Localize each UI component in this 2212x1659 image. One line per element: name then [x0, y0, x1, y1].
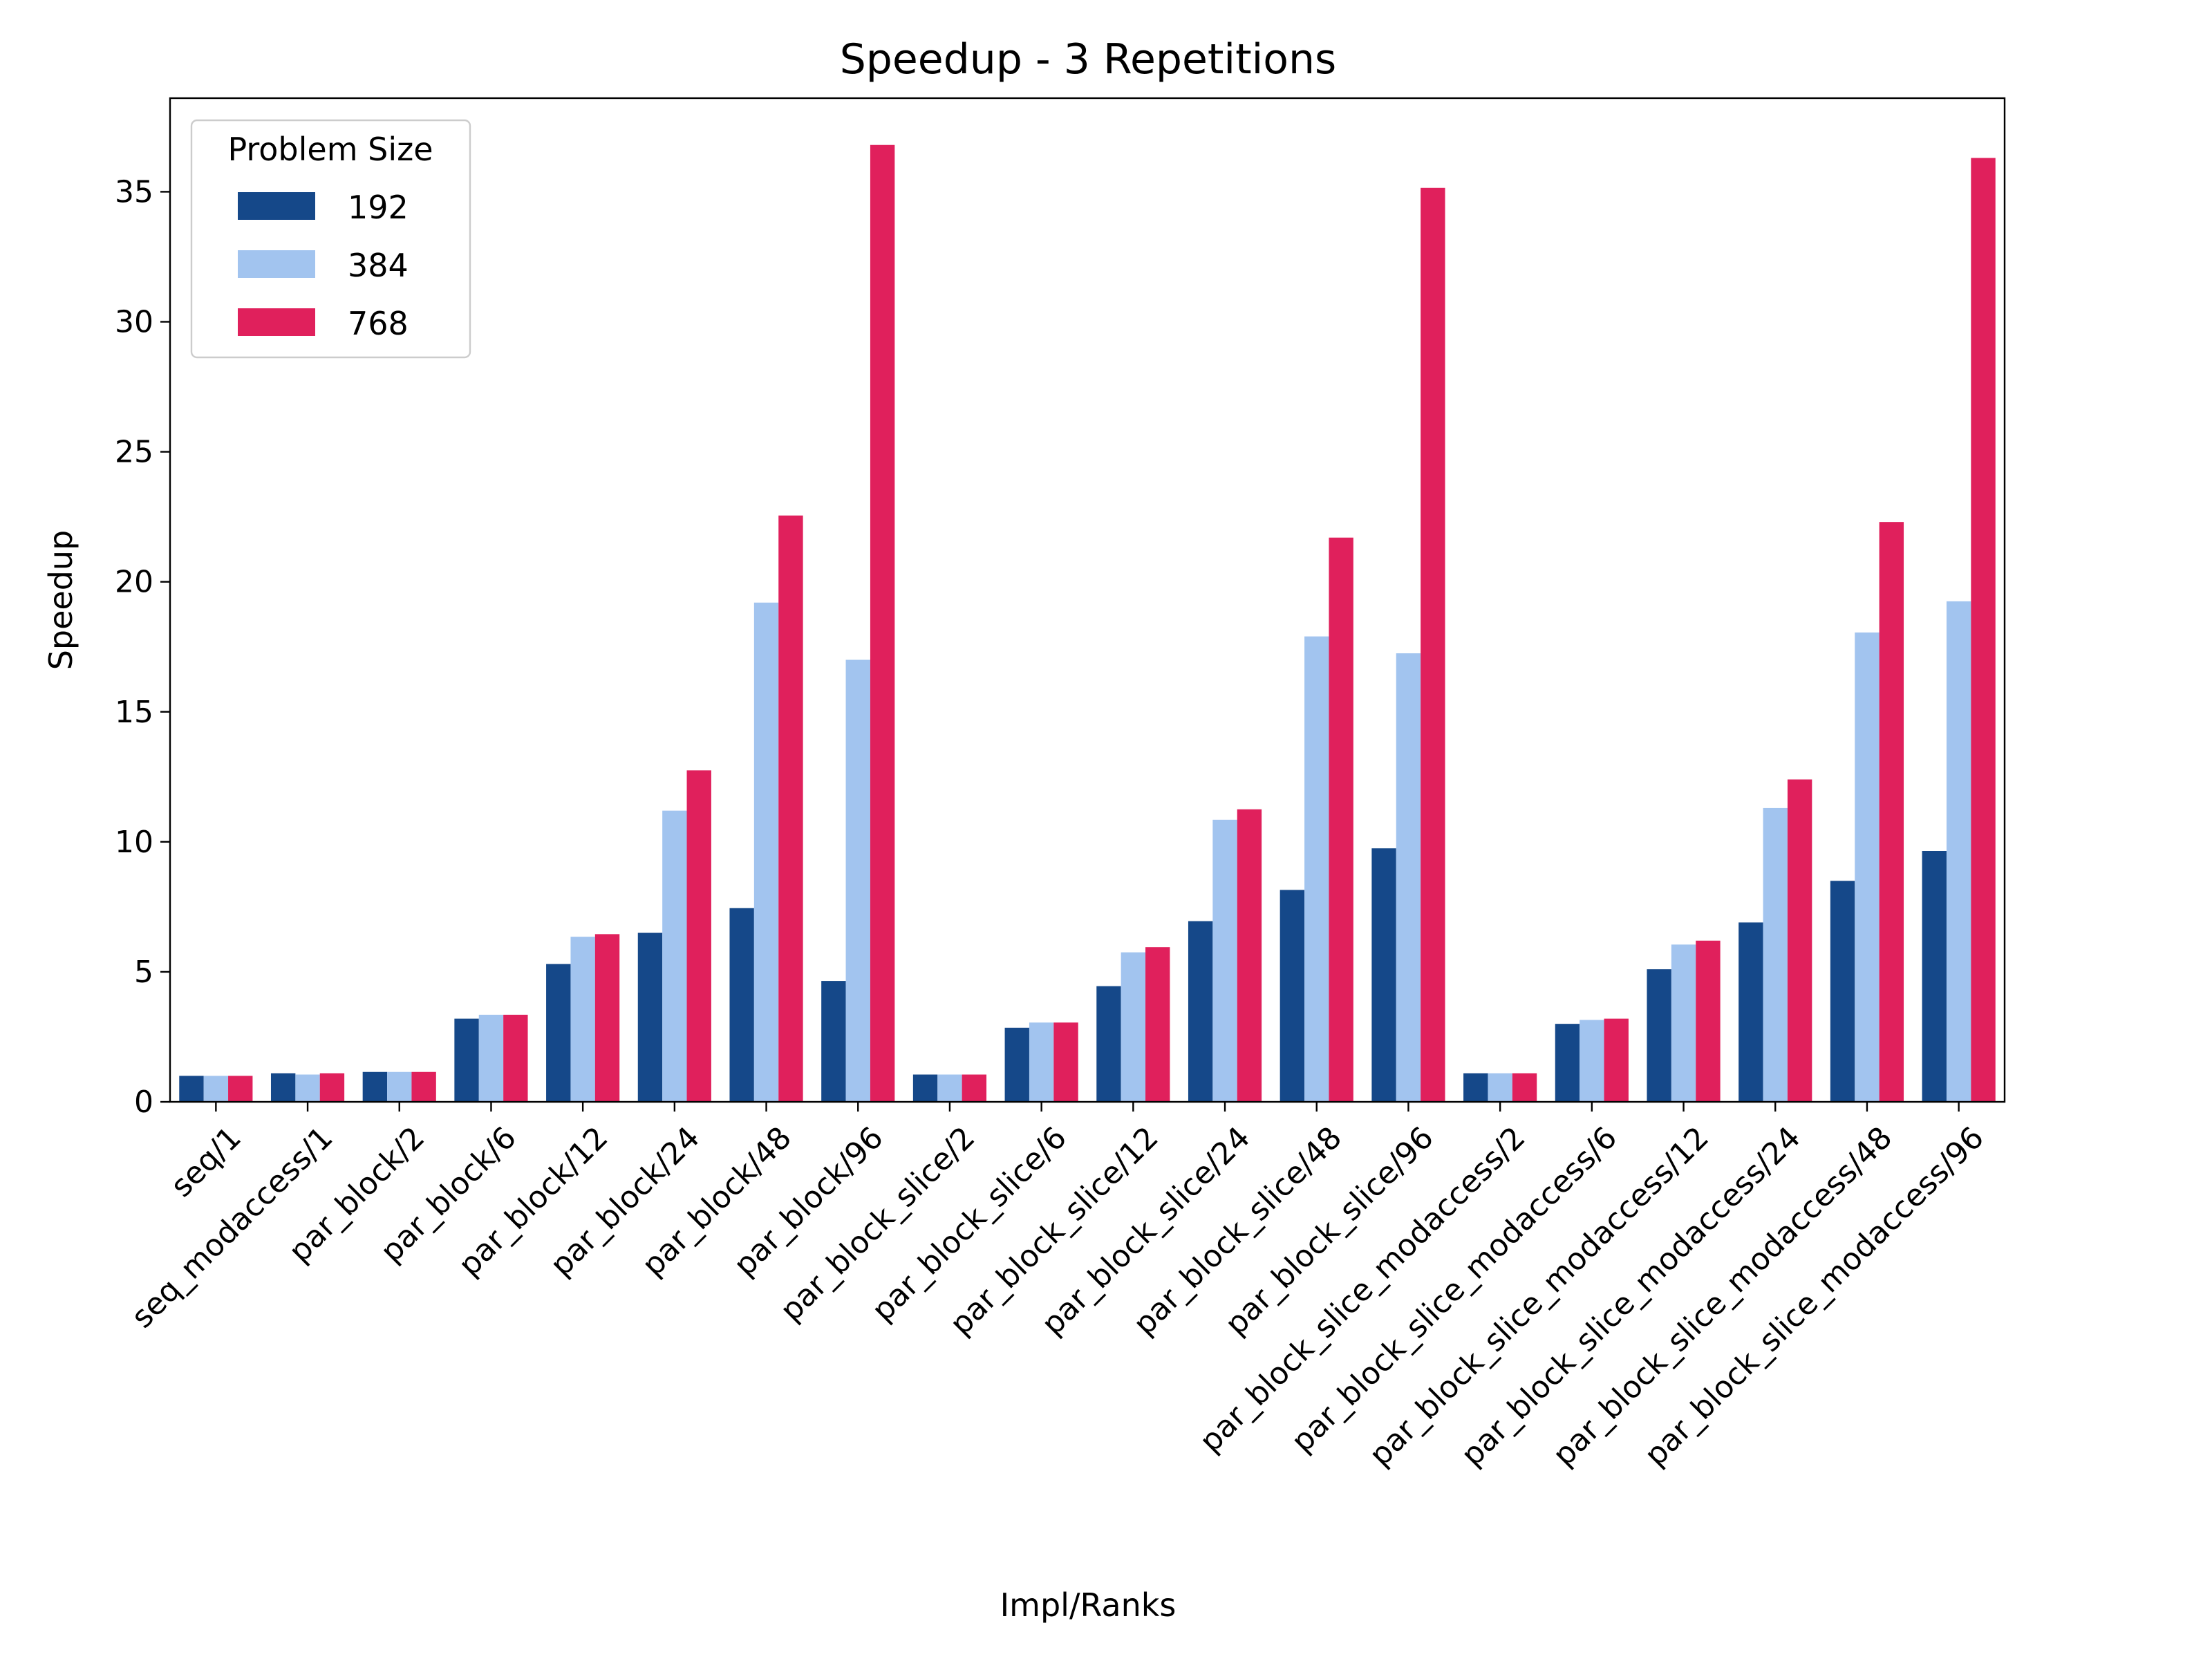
legend-label-192: 192 — [348, 189, 409, 226]
bar-192-18 — [1830, 881, 1855, 1102]
bar-768-17 — [1787, 779, 1812, 1102]
bar-384-2 — [387, 1071, 412, 1102]
bar-384-7 — [845, 659, 870, 1102]
bar-192-8 — [912, 1074, 938, 1102]
legend-label-768: 768 — [348, 305, 409, 342]
bar-192-4 — [546, 964, 571, 1102]
chart-title: Speedup - 3 Repetitions — [840, 35, 1337, 84]
bar-384-18 — [1855, 632, 1880, 1102]
bar-192-7 — [821, 981, 846, 1102]
bar-384-10 — [1121, 952, 1146, 1102]
bar-768-1 — [319, 1073, 345, 1102]
bar-192-5 — [637, 932, 663, 1102]
bar-384-12 — [1304, 636, 1329, 1102]
bar-192-14 — [1463, 1073, 1488, 1102]
bar-192-16 — [1647, 969, 1671, 1102]
bar-768-8 — [962, 1074, 987, 1102]
y-tick-label-3: 15 — [115, 695, 153, 730]
bar-384-5 — [662, 810, 687, 1102]
bar-768-16 — [1696, 940, 1721, 1102]
x-axis-label: Impl/Ranks — [1000, 1586, 1177, 1624]
legend-title: Problem Size — [227, 131, 433, 168]
bar-192-0 — [179, 1076, 204, 1102]
bar-768-6 — [778, 515, 803, 1102]
y-tick-label-4: 20 — [115, 565, 153, 600]
y-tick-label-7: 35 — [115, 174, 153, 209]
bar-384-0 — [203, 1076, 229, 1102]
y-tick-label-1: 5 — [134, 955, 153, 990]
bar-768-11 — [1237, 809, 1262, 1102]
bar-384-3 — [478, 1014, 504, 1102]
bar-384-15 — [1580, 1020, 1604, 1102]
bar-192-1 — [270, 1073, 296, 1102]
bars-layer — [179, 144, 1996, 1103]
bar-384-17 — [1763, 807, 1788, 1102]
y-axis: 0 5 10 15 20 25 30 35 — [115, 174, 170, 1120]
bar-384-13 — [1396, 653, 1421, 1102]
bar-192-10 — [1096, 986, 1121, 1102]
y-tick-label-6: 30 — [115, 305, 153, 340]
bar-192-11 — [1188, 921, 1213, 1102]
bar-768-18 — [1879, 522, 1904, 1102]
bar-768-0 — [228, 1076, 253, 1102]
legend-swatch-384 — [238, 250, 315, 278]
bar-768-13 — [1421, 187, 1445, 1102]
legend-swatch-192 — [238, 192, 315, 220]
bar-768-2 — [411, 1071, 436, 1102]
bar-384-1 — [295, 1074, 320, 1102]
bar-768-10 — [1145, 947, 1170, 1102]
bar-768-14 — [1512, 1073, 1537, 1102]
bar-384-4 — [570, 937, 595, 1102]
bar-384-16 — [1671, 944, 1696, 1102]
bar-384-9 — [1029, 1022, 1054, 1102]
y-tick-label-0: 0 — [134, 1085, 153, 1120]
bar-384-11 — [1212, 819, 1237, 1102]
legend: Problem Size 192 384 768 — [190, 119, 471, 359]
bar-768-5 — [686, 770, 711, 1102]
legend-swatch-768 — [238, 308, 315, 336]
bar-192-13 — [1371, 848, 1396, 1102]
bar-768-9 — [1053, 1022, 1078, 1102]
bar-768-4 — [594, 934, 620, 1102]
bar-384-19 — [1946, 601, 1971, 1102]
bar-192-17 — [1738, 922, 1763, 1102]
bar-768-12 — [1329, 537, 1353, 1102]
bar-192-12 — [1280, 890, 1305, 1102]
legend-label-384: 384 — [348, 247, 409, 284]
y-tick-label-5: 25 — [115, 435, 153, 470]
bar-192-6 — [729, 908, 754, 1102]
y-axis-label: Speedup — [42, 530, 79, 671]
bar-192-15 — [1555, 1024, 1580, 1102]
bar-192-2 — [362, 1071, 388, 1102]
bar-192-9 — [1004, 1027, 1029, 1102]
bar-768-19 — [1971, 158, 1996, 1102]
bar-192-3 — [454, 1018, 479, 1102]
bar-768-3 — [503, 1014, 528, 1102]
bar-768-7 — [870, 144, 895, 1103]
legend-frame — [190, 119, 471, 359]
bar-384-14 — [1488, 1073, 1512, 1102]
plot-frame — [169, 97, 2006, 1103]
bar-768-15 — [1604, 1018, 1629, 1102]
bar-384-6 — [753, 602, 779, 1102]
y-tick-label-2: 10 — [115, 825, 153, 860]
bar-192-19 — [1922, 851, 1947, 1102]
bar-384-8 — [937, 1074, 962, 1102]
